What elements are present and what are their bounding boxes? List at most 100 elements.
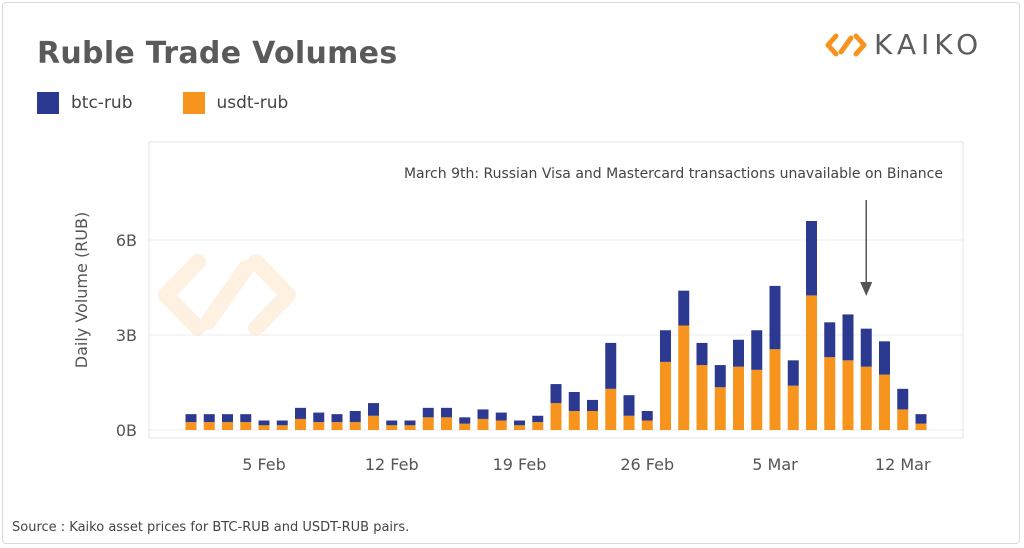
bar-btc-rub bbox=[879, 341, 890, 375]
x-tick-label: 5 Feb bbox=[242, 455, 286, 474]
bar-btc-rub bbox=[787, 360, 799, 386]
bar-btc-rub bbox=[459, 417, 471, 424]
bar-usdt-rub bbox=[459, 423, 471, 430]
bar-usdt-rub bbox=[641, 420, 653, 430]
bar-btc-rub bbox=[514, 420, 525, 426]
bar-usdt-rub bbox=[623, 415, 635, 430]
legend-swatch-btc bbox=[37, 92, 59, 114]
bar-btc-rub bbox=[386, 420, 398, 426]
bar-usdt-rub bbox=[678, 325, 690, 430]
bar-btc-rub bbox=[258, 420, 270, 426]
bar-usdt-rub bbox=[879, 374, 890, 430]
annotation: March 9th: Russian Visa and Mastercard t… bbox=[404, 166, 943, 296]
bar-btc-rub bbox=[331, 414, 343, 423]
bar-usdt-rub bbox=[733, 366, 744, 430]
bar-btc-rub bbox=[295, 407, 306, 419]
legend: btc-rub usdt-rub bbox=[37, 92, 338, 114]
bar-btc-rub bbox=[842, 314, 854, 361]
bar-usdt-rub bbox=[203, 422, 215, 430]
x-tick-label: 19 Feb bbox=[493, 455, 547, 474]
bar-usdt-rub bbox=[860, 366, 872, 430]
bar-usdt-rub bbox=[660, 361, 671, 430]
legend-label-btc: btc-rub bbox=[71, 93, 133, 113]
bar-usdt-rub bbox=[386, 425, 398, 430]
bar-usdt-rub bbox=[532, 422, 544, 430]
bar-btc-rub bbox=[441, 407, 452, 418]
legend-item-usdt[interactable]: usdt-rub bbox=[182, 92, 289, 114]
x-tick-label: 12 Mar bbox=[875, 455, 931, 474]
bar-btc-rub bbox=[605, 342, 617, 389]
bar-usdt-rub bbox=[915, 423, 927, 430]
y-axis-label: Daily Volume (RUB) bbox=[72, 212, 91, 368]
bar-btc-rub bbox=[349, 411, 361, 423]
bar-btc-rub bbox=[276, 420, 288, 426]
bar-usdt-rub bbox=[295, 418, 306, 430]
bar-btc-rub bbox=[422, 407, 434, 418]
kaiko-logo-icon bbox=[825, 33, 867, 56]
bar-usdt-rub bbox=[769, 349, 781, 430]
bar-usdt-rub bbox=[787, 385, 799, 430]
y-axis: 0B 3B 6B bbox=[116, 231, 137, 440]
bars bbox=[185, 221, 927, 430]
bar-btc-rub bbox=[915, 414, 927, 424]
bar-usdt-rub bbox=[587, 411, 598, 430]
bar-btc-rub bbox=[222, 414, 233, 423]
bar-usdt-rub bbox=[477, 418, 489, 430]
bar-usdt-rub bbox=[842, 360, 854, 430]
x-axis: 5 Feb 12 Feb 19 Feb 26 Feb 5 Mar 12 Mar bbox=[242, 455, 931, 474]
bar-btc-rub bbox=[733, 339, 744, 367]
bar-usdt-rub bbox=[514, 425, 525, 430]
logo-text: KAIKO bbox=[874, 28, 984, 61]
bar-usdt-rub bbox=[568, 411, 580, 430]
annotation-text: March 9th: Russian Visa and Mastercard t… bbox=[404, 166, 943, 182]
bar-usdt-rub bbox=[714, 387, 726, 430]
bar-btc-rub bbox=[641, 411, 653, 421]
x-tick-label: 12 Feb bbox=[365, 455, 419, 474]
bar-btc-rub bbox=[477, 409, 489, 419]
bar-usdt-rub bbox=[550, 403, 562, 430]
annotation-arrow-head bbox=[860, 282, 873, 296]
legend-item-btc[interactable]: btc-rub bbox=[37, 92, 133, 114]
bar-usdt-rub bbox=[751, 369, 763, 430]
x-tick-label: 26 Feb bbox=[620, 455, 674, 474]
bar-usdt-rub bbox=[240, 422, 252, 430]
bar-usdt-rub bbox=[824, 357, 836, 430]
legend-label-usdt: usdt-rub bbox=[216, 93, 289, 113]
bar-btc-rub bbox=[696, 342, 708, 366]
bar-usdt-rub bbox=[313, 422, 325, 430]
bar-btc-rub bbox=[587, 399, 598, 411]
kaiko-logo: KAIKO bbox=[824, 28, 983, 61]
bar-usdt-rub bbox=[349, 422, 361, 430]
bar-btc-rub bbox=[550, 384, 562, 404]
bar-usdt-rub bbox=[185, 422, 197, 430]
source-note: Source : Kaiko asset prices for BTC-RUB … bbox=[12, 520, 410, 535]
bar-btc-rub bbox=[860, 328, 872, 367]
bar-btc-rub bbox=[897, 388, 909, 410]
legend-swatch-usdt bbox=[182, 92, 205, 114]
bar-usdt-rub bbox=[897, 409, 909, 430]
bar-usdt-rub bbox=[276, 425, 288, 430]
bar-usdt-rub bbox=[258, 425, 270, 430]
bar-usdt-rub bbox=[222, 422, 233, 430]
bar-btc-rub bbox=[806, 221, 817, 296]
bar-usdt-rub bbox=[696, 365, 708, 430]
y-tick-label: 0B bbox=[116, 421, 137, 440]
bar-btc-rub bbox=[751, 330, 763, 370]
bar-btc-rub bbox=[769, 285, 781, 350]
bar-btc-rub bbox=[678, 290, 690, 326]
bar-btc-rub bbox=[185, 414, 197, 423]
bar-btc-rub bbox=[660, 330, 671, 362]
bar-usdt-rub bbox=[422, 417, 434, 430]
y-tick-label: 6B bbox=[116, 231, 137, 250]
chart-title: Ruble Trade Volumes bbox=[37, 36, 398, 71]
bar-btc-rub bbox=[203, 414, 215, 423]
bar-btc-rub bbox=[368, 403, 379, 416]
bar-btc-rub bbox=[532, 415, 544, 423]
bar-btc-rub bbox=[495, 412, 507, 421]
bar-btc-rub bbox=[824, 322, 836, 358]
bar-btc-rub bbox=[623, 395, 635, 416]
bar-usdt-rub bbox=[331, 422, 343, 430]
bar-btc-rub bbox=[240, 414, 252, 423]
bar-btc-rub bbox=[714, 365, 726, 388]
